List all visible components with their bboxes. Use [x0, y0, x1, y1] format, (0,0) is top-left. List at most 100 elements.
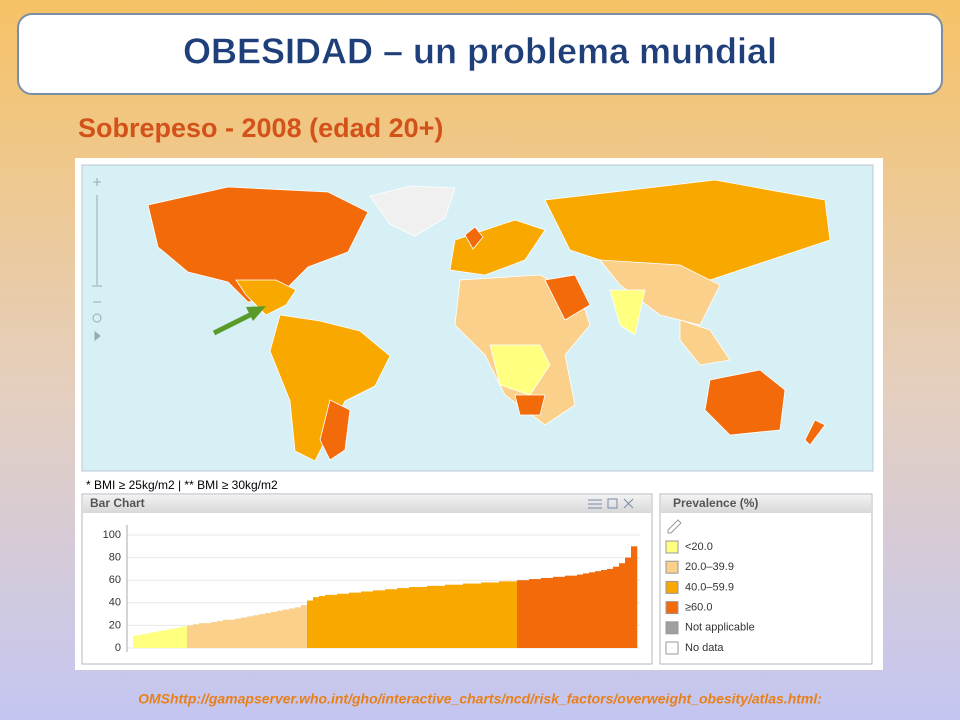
bar [553, 576, 560, 648]
bar [559, 576, 566, 648]
legend-swatch [665, 540, 679, 554]
y-tick-label: 100 [103, 529, 121, 541]
bar [289, 608, 296, 648]
bar [631, 546, 638, 648]
bar [313, 597, 320, 648]
bar [499, 581, 506, 648]
bar [217, 620, 224, 648]
title-box [17, 13, 943, 95]
bar [571, 575, 578, 648]
bar [235, 618, 242, 648]
panel-header [83, 495, 651, 513]
legend-label: 20.0–39.9 [685, 561, 734, 573]
bar [319, 596, 326, 648]
bar [283, 609, 290, 648]
bar [541, 577, 548, 648]
bar-chart-title: Bar Chart [90, 496, 145, 510]
bar [511, 581, 518, 648]
legend-label: 40.0–59.9 [685, 581, 734, 593]
legend-swatch [665, 601, 679, 615]
bar [439, 585, 446, 648]
bar [229, 619, 236, 648]
legend-swatch [665, 560, 679, 574]
bar [445, 584, 452, 648]
bar [577, 574, 584, 648]
bar [223, 619, 230, 648]
bar [379, 590, 386, 648]
bar [181, 626, 188, 648]
bar [145, 633, 152, 648]
bar [253, 615, 260, 648]
bar [325, 594, 332, 648]
world-map [147, 179, 831, 462]
bar [307, 600, 314, 648]
bar [343, 593, 350, 648]
bar [535, 579, 542, 648]
bar [277, 610, 284, 648]
bar [247, 616, 254, 648]
map-controls [92, 178, 102, 342]
title: OBESIDAD – un problema mundial [183, 31, 777, 72]
bar [613, 566, 620, 648]
legend-title: Prevalence (%) [673, 496, 758, 510]
y-tick-label: 60 [109, 574, 121, 586]
bar [301, 605, 308, 648]
bar [475, 583, 482, 648]
bar [517, 580, 524, 648]
bar [385, 589, 392, 648]
bar [199, 623, 206, 648]
bar [523, 580, 530, 648]
map-note: * BMI ≥ 25kg/m2 | ** BMI ≥ 30kg/m2 [86, 478, 278, 492]
bar [421, 586, 428, 648]
bar [493, 582, 500, 648]
legend-swatch [665, 580, 679, 594]
subtitle: Sobrepeso - 2008 (edad 20+) [78, 113, 443, 143]
arrow [212, 306, 266, 336]
source: OMShttp://gamapserver.who.int/gho/intera… [138, 691, 822, 707]
bar [469, 583, 476, 648]
bar [169, 628, 176, 648]
bar [397, 588, 404, 648]
bar [331, 594, 338, 648]
bar [211, 622, 218, 648]
legend-panel [659, 493, 873, 665]
legend-swatch [665, 621, 679, 635]
bar [463, 583, 470, 648]
bar [349, 592, 356, 648]
bar [295, 607, 302, 648]
bar [565, 575, 572, 648]
bar [271, 611, 278, 648]
y-tick-label: 20 [109, 619, 121, 631]
bar [157, 631, 164, 648]
bar [619, 563, 626, 648]
bar [625, 557, 632, 648]
legend-label: <20.0 [685, 541, 713, 553]
legend-label: No data [685, 642, 724, 654]
bar [355, 592, 362, 648]
bar [589, 572, 596, 648]
bar [487, 582, 494, 648]
bar [415, 586, 422, 648]
bar [367, 591, 374, 648]
legend-label: ≥60.0 [685, 602, 712, 614]
bar [391, 589, 398, 648]
bar [265, 612, 272, 648]
bar [175, 627, 182, 648]
bar [583, 573, 590, 648]
bar [451, 584, 458, 648]
bar [505, 581, 512, 648]
bar [595, 571, 602, 648]
bar-chart: 0 20 40 60 80 100 [103, 525, 640, 654]
bar [133, 635, 140, 648]
bar [601, 570, 608, 648]
bar [457, 584, 464, 648]
bar [409, 586, 416, 648]
bar [481, 582, 488, 648]
bar [547, 577, 554, 648]
bar [607, 568, 614, 648]
y-tick-label: 80 [109, 552, 121, 564]
bar [529, 579, 536, 648]
y-tick-label: 0 [115, 642, 121, 654]
bar [337, 593, 344, 648]
